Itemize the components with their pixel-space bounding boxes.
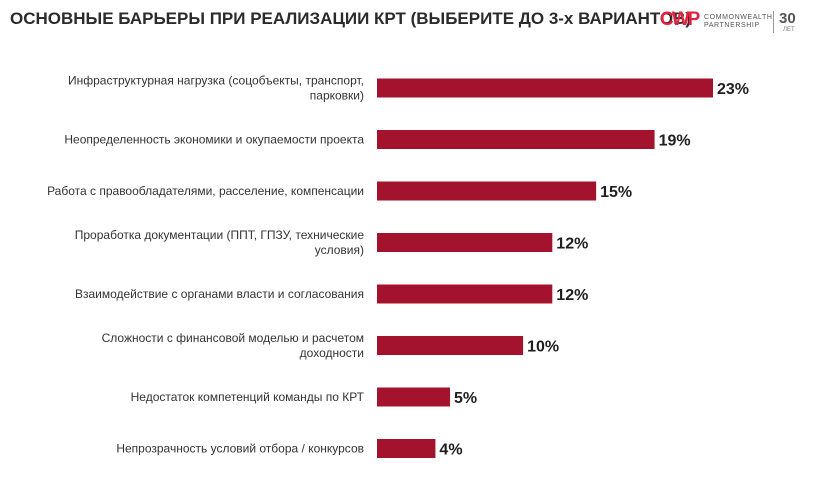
bar-6 [377,387,451,407]
bar-1 [377,130,655,149]
category-label-line: парковки) [310,89,364,103]
logo-divider [773,11,774,33]
category-label-line: Работа с правообладателями, расселение, … [47,184,364,198]
value-label-5: 10% [527,339,559,356]
category-label-line: Недостаток компетенций команды по КРТ [131,390,365,404]
logo-years-sub: ЛЕТ [783,27,795,33]
category-label-2: Работа с правообладателями, расселение, … [47,184,364,198]
category-label-line: Взаимодействие с органами власти и согла… [75,287,364,301]
bar-3 [377,233,553,252]
category-label-line: Неопределенность экономики и окупаемости… [64,133,364,147]
bar-7 [377,439,436,458]
logo-text-line2: PARTNERSHIP [704,22,760,29]
company-logo: CWP COMMONWEALTH PARTNERSHIP 30 ЛЕТ [660,8,806,38]
bar-5 [377,336,524,355]
value-label-2: 15% [600,184,632,201]
value-label-7: 4% [439,442,462,459]
value-label-3: 12% [556,236,588,253]
category-label-1: Неопределенность экономики и окупаемости… [64,133,364,147]
category-label-line: доходности [300,346,364,360]
category-label-3: Проработка документации (ППТ, ГПЗУ, техн… [75,228,365,257]
bar-2 [377,181,597,201]
category-label-7: Непрозрачность условий отбора / конкурсо… [116,442,364,456]
logo-mark: CWP [660,9,700,30]
category-label-line: Непрозрачность условий отбора / конкурсо… [116,442,364,456]
category-label-5: Сложности с финансовой моделью и расчето… [102,331,364,360]
category-label-4: Взаимодействие с органами власти и согла… [75,287,364,301]
bar-0 [377,78,713,98]
category-label-0: Инфраструктурная нагрузка (соцобъекты, т… [68,74,364,103]
value-label-4: 12% [556,287,588,304]
bar-4 [377,284,553,304]
category-label-6: Недостаток компетенций команды по КРТ [131,390,365,404]
category-label-line: Сложности с финансовой моделью и расчето… [102,331,364,345]
chart-title: ОСНОВНЫЕ БАРЬЕРЫ ПРИ РЕАЛИЗАЦИИ КРТ (ВЫБ… [10,9,692,28]
category-label-line: условия) [315,243,364,257]
logo-years: 30 [779,10,796,27]
value-label-6: 5% [454,390,477,407]
logo-text-line1: COMMONWEALTH [704,14,773,21]
value-label-1: 19% [659,133,691,150]
value-label-0: 23% [717,81,749,98]
category-label-line: Инфраструктурная нагрузка (соцобъекты, т… [68,74,364,88]
category-label-line: Проработка документации (ППТ, ГПЗУ, техн… [75,228,365,242]
